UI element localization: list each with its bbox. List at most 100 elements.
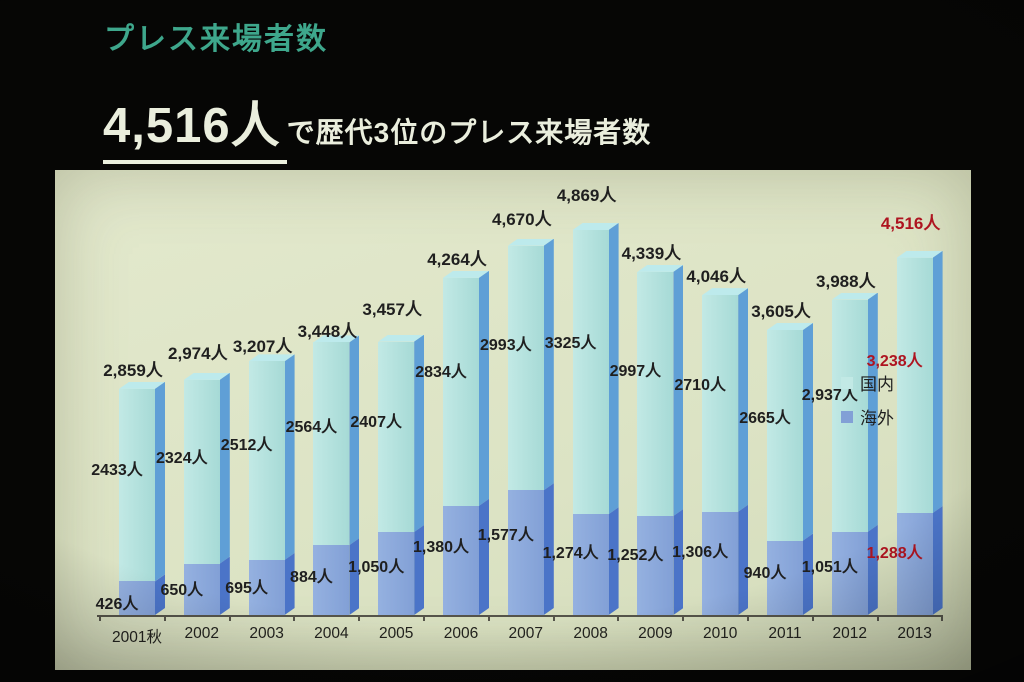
year-label: 2008 [573, 625, 608, 642]
bar-domestic-side-face [285, 354, 295, 560]
year-label: 2013 [897, 625, 932, 642]
x-axis-tick [228, 615, 231, 621]
domestic-value-label: 2564人 [285, 419, 338, 437]
total-label: 3,457人 [362, 299, 422, 319]
year-label: 2005 [378, 625, 414, 642]
year-label: 2003 [249, 625, 284, 642]
bar-domestic-side-face [479, 271, 489, 506]
total-label: 3,207人 [232, 337, 293, 357]
total-label: 4,264人 [427, 249, 487, 269]
total-label: 4,516人 [880, 213, 941, 233]
bar-domestic-segment [896, 257, 933, 514]
legend-label-overseas: 海外 [860, 409, 894, 428]
x-axis-tick [487, 615, 490, 621]
domestic-value-label: 2512人 [220, 436, 273, 454]
bar-overseas-side-face [673, 509, 683, 615]
total-label: 4,046人 [686, 267, 746, 287]
bar-domestic-segment [767, 329, 803, 541]
chart-panel: 2,859人 2433人 426人 2001秋 2,974人 2324人 650人 2002 3… [55, 170, 971, 670]
bar-domestic-segment [443, 277, 479, 506]
bar-overseas-segment [443, 505, 479, 615]
x-axis-tick [682, 615, 685, 621]
year-label: 2010 [702, 625, 738, 642]
legend-label-domestic: 国内 [860, 375, 894, 394]
x-axis-tick [293, 615, 296, 621]
year-label: 2009 [638, 625, 673, 642]
year-label: 2004 [314, 625, 349, 642]
bar-domestic-segment [702, 295, 739, 512]
x-axis-tick [941, 615, 944, 621]
x-axis-tick [99, 615, 101, 621]
overseas-value-label: 1,577人 [477, 527, 534, 545]
total-label: 3,605人 [751, 301, 811, 321]
domestic-value-label: 2710人 [674, 376, 726, 394]
headline-number: 4,516人 [103, 86, 287, 164]
x-axis-tick [811, 615, 814, 621]
x-axis-tick [617, 615, 620, 621]
year-label: 2011 [768, 625, 802, 642]
bar-overseas-segment [507, 490, 544, 615]
domestic-value-label: 2324人 [155, 450, 208, 468]
domestic-value-label: 2665人 [739, 409, 791, 427]
bar-domestic-segment [378, 341, 415, 532]
overseas-value-label: 426人 [95, 595, 139, 613]
x-axis-line [97, 615, 943, 617]
overseas-value-label: 1,380人 [412, 539, 470, 557]
overseas-value-label: 695人 [225, 579, 268, 597]
bar-domestic-side-face [933, 251, 943, 513]
bar-overseas-side-face [479, 499, 489, 615]
bar-domestic-segment [313, 342, 350, 546]
bar-domestic-side-face [544, 239, 554, 491]
bar-overseas-segment [896, 513, 933, 615]
overseas-value-label: 1,252人 [607, 546, 664, 564]
overseas-value-label: 1,288人 [866, 544, 923, 562]
x-axis-tick [163, 615, 166, 621]
bar-domestic-segment [248, 361, 285, 561]
total-label: 4,869人 [556, 186, 617, 205]
bar-domestic-segment [637, 271, 674, 516]
x-axis-tick [876, 615, 879, 621]
headline-text: で歴代3位のプレス来場者数 [286, 117, 652, 148]
chart-legend: 国内 海外 [841, 370, 894, 438]
total-label: 4,670人 [492, 209, 552, 229]
bar-overseas-side-face [933, 506, 943, 615]
bar-domestic-side-face [738, 288, 748, 512]
legend-item-domestic: 国内 [841, 370, 894, 395]
domestic-value-label: 2997人 [609, 363, 662, 381]
total-label: 2,859人 [103, 360, 163, 380]
total-label: 4,339人 [621, 243, 682, 263]
overseas-swatch-icon [841, 410, 853, 423]
bar-domestic-side-face [220, 373, 230, 564]
legend-item-overseas: 海外 [841, 404, 894, 429]
domestic-value-label: 2993人 [479, 337, 532, 355]
total-label: 2,974人 [168, 343, 228, 363]
x-axis-tick [747, 615, 749, 621]
domestic-value-label: 2407人 [350, 414, 402, 432]
domestic-value-label: 2834人 [415, 363, 467, 381]
domestic-swatch-icon [841, 376, 853, 389]
overseas-value-label: 884人 [290, 568, 333, 586]
bar-domestic-side-face [155, 382, 165, 581]
overseas-value-label: 1,050人 [348, 558, 405, 576]
overseas-value-label: 1,306人 [672, 543, 729, 561]
total-label: 3,448人 [297, 322, 358, 342]
bar-chart: 2,859人 2433人 426人 2001秋 2,974人 2324人 650人 2002 3… [55, 170, 971, 670]
bar-domestic-side-face [803, 323, 813, 541]
overseas-value-label: 1,274人 [542, 545, 599, 563]
x-axis-tick [552, 615, 555, 621]
year-label: 2006 [443, 625, 479, 642]
year-label: 2012 [832, 625, 868, 642]
overseas-value-label: 940人 [743, 565, 787, 583]
domestic-value-label: 3325人 [544, 335, 597, 353]
domestic-value-label: 2433人 [91, 462, 143, 480]
domestic-value-label: 3,238人 [866, 353, 923, 371]
year-label: 2007 [508, 625, 544, 642]
x-axis-tick [358, 615, 361, 621]
overseas-value-label: 650人 [160, 582, 204, 600]
total-label: 3,988人 [816, 271, 876, 291]
headline: 4,516人 で歴代3位のプレス来場者数 [103, 86, 651, 164]
year-label: 2002 [184, 625, 220, 642]
year-label: 2001秋 [112, 629, 162, 646]
bar-domestic-segment [183, 379, 220, 564]
